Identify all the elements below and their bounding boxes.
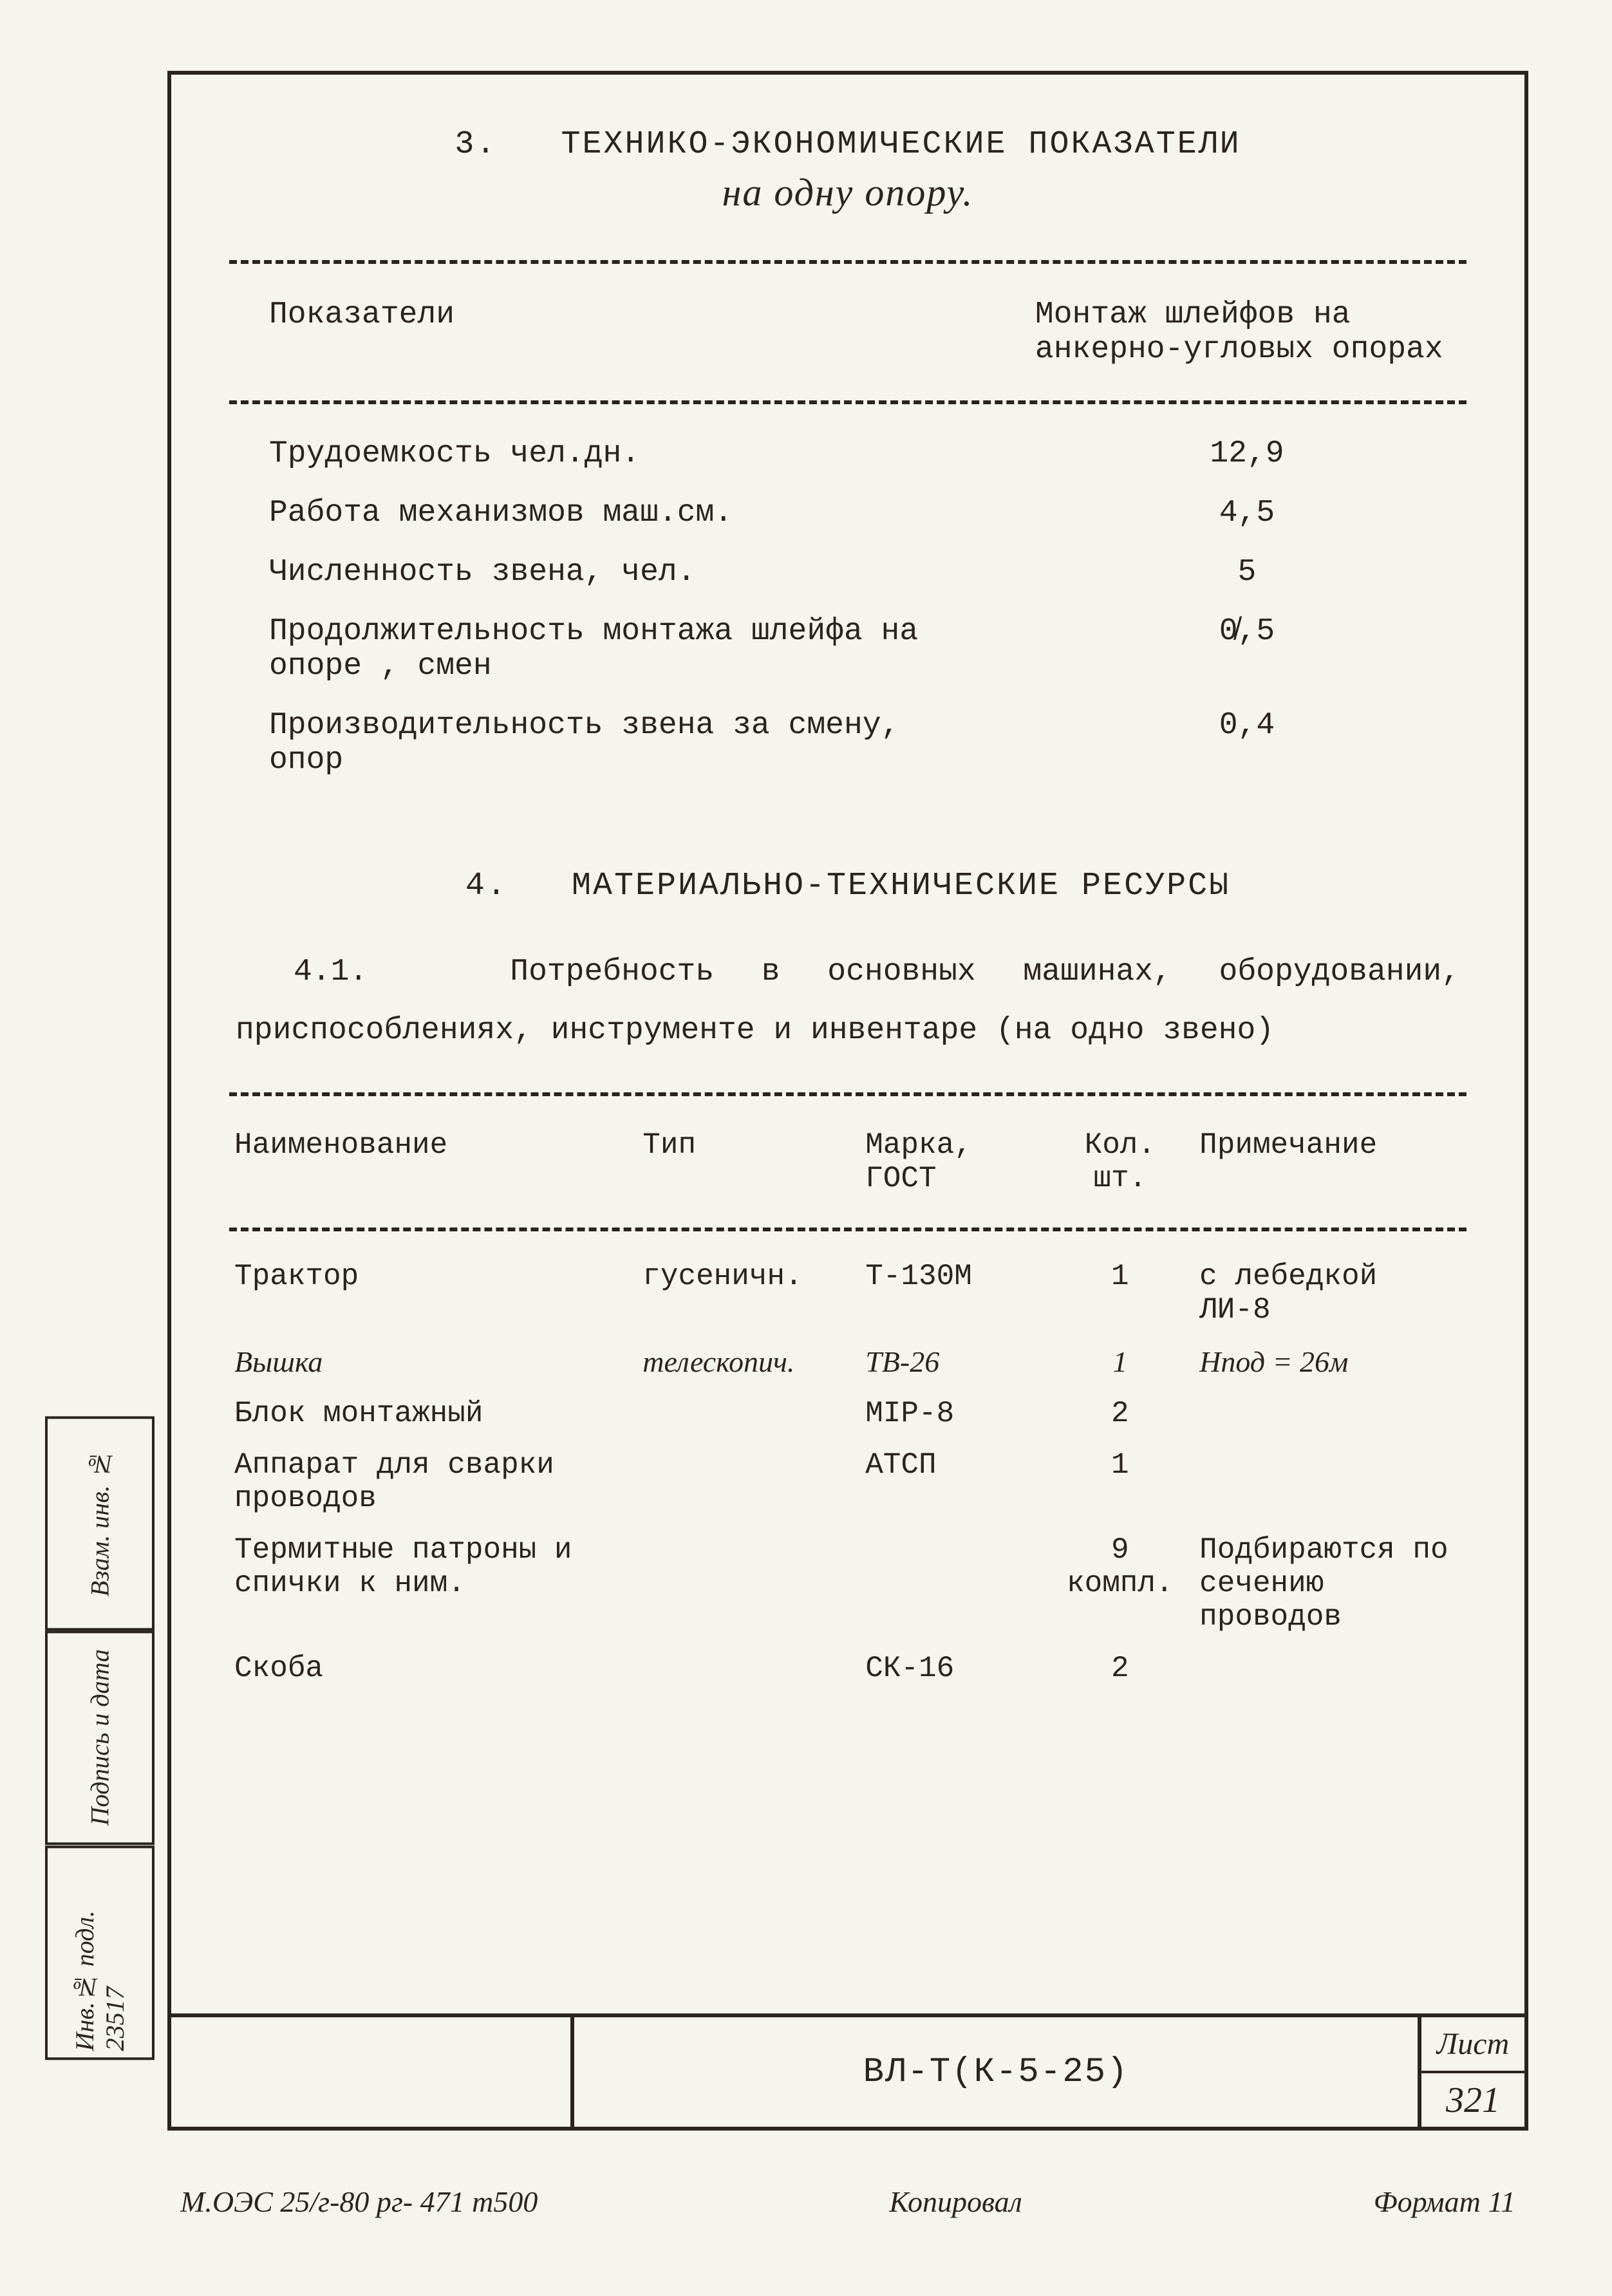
section3-number: 3. <box>455 126 497 163</box>
table-row: Работа механизмов маш.см. 4,5 <box>230 484 1465 542</box>
indicators-table-body: Трудоемкость чел.дн. 12,9 Работа механиз… <box>229 424 1467 790</box>
footer-strip: М.ОЭС 25/г-80 рг- 471 т500 Копировал Фор… <box>167 2185 1528 2219</box>
cell-value: 0,4 <box>997 696 1465 789</box>
cell: Подбираются по сечению проводов <box>1194 1524 1467 1643</box>
table-row: Блок монтажный МIР-82 <box>229 1388 1467 1439</box>
page-number: 321 <box>1421 2073 1524 2127</box>
table-row: Термитные патроны и спички к ним. 9 компл… <box>229 1524 1467 1643</box>
side-stamp-column: Инв.№ подл. 23517 Подпись и дата Взам. и… <box>45 1416 155 2060</box>
cell: 2 <box>1046 1643 1195 1694</box>
divider <box>229 1092 1467 1096</box>
cell: 1 <box>1046 1439 1195 1524</box>
divider <box>229 1227 1467 1231</box>
cell: Скоба <box>229 1643 637 1694</box>
document-code: ВЛ-Т(К-5-25) <box>574 2017 1421 2127</box>
cell: Трактор <box>229 1251 637 1336</box>
content-frame: 3. ТЕХНИКО-ЭКОНОМИЧЕСКИЕ ПОКАЗАТЕЛИ на о… <box>167 71 1528 2131</box>
cell <box>1194 1643 1467 1694</box>
table-row: Вышкателескопич.ТВ-261Нпод = 26м <box>229 1336 1467 1388</box>
th-mark: Марка, ГОСТ <box>860 1115 1045 1208</box>
section3-subtitle-hand: на одну опору. <box>229 171 1467 215</box>
cell: Т-130М <box>860 1251 1045 1336</box>
title-block-right: Лист 321 <box>1421 2017 1524 2127</box>
cell <box>1194 1439 1467 1524</box>
section4-paragraph: 4.1. Потребность в основных машинах, обо… <box>236 943 1460 1060</box>
page: Инв.№ подл. 23517 Подпись и дата Взам. и… <box>0 0 1612 2296</box>
cell: Блок монтажный <box>229 1388 637 1439</box>
table-header-row: Наименование Тип Марка, ГОСТ Кол. шт. Пр… <box>229 1115 1467 1208</box>
cell <box>637 1439 860 1524</box>
resources-table-body: Тракторгусеничн.Т-130М1с лебедкой ЛИ-8Вы… <box>229 1251 1467 1694</box>
table-header-row: Показатели Монтаж шлейфов на анкерно-угл… <box>230 285 1465 380</box>
cell: Аппарат для сварки проводов <box>229 1439 637 1524</box>
th-qty: Кол. шт. <box>1046 1115 1195 1208</box>
cell: Вышка <box>229 1336 637 1388</box>
resources-table: Наименование Тип Марка, ГОСТ Кол. шт. Пр… <box>229 1115 1467 1208</box>
cell-value: 12,9 <box>997 425 1465 483</box>
table-row: Тракторгусеничн.Т-130М1с лебедкой ЛИ-8 <box>229 1251 1467 1336</box>
table-row: Трудоемкость чел.дн. 12,9 <box>230 425 1465 483</box>
table-row: Продолжительность монтажа шлейфа на опор… <box>230 602 1465 695</box>
cell-label: Работа механизмов маш.см. <box>230 484 995 542</box>
cell: гусеничн. <box>637 1251 860 1336</box>
cell: 2 <box>1046 1388 1195 1439</box>
cell-value: 5 <box>997 543 1465 601</box>
cell-label: Производительность звена за смену, опор <box>230 696 995 789</box>
th-value: Монтаж шлейфов на анкерно-угловых опорах <box>997 285 1465 380</box>
sheet-label: Лист <box>1421 2017 1524 2073</box>
cell-value: 0̸,5 <box>997 602 1465 695</box>
cell: телескопич. <box>637 1336 860 1388</box>
footer-left: М.ОЭС 25/г-80 рг- 471 т500 <box>180 2185 538 2219</box>
section3-caption: ТЕХНИКО-ЭКОНОМИЧЕСКИЕ ПОКАЗАТЕЛИ <box>561 126 1241 163</box>
table-row: Производительность звена за смену, опор … <box>230 696 1465 789</box>
section4-number: 4. <box>465 868 508 904</box>
cell-label: Трудоемкость чел.дн. <box>230 425 995 483</box>
cell: с лебедкой ЛИ-8 <box>1194 1251 1467 1336</box>
stamp-sign-date: Подпись и дата <box>45 1630 155 1845</box>
th-type: Тип <box>637 1115 860 1208</box>
cell-label: Численность звена, чел. <box>230 543 995 601</box>
cell: ТВ-26 <box>860 1336 1045 1388</box>
section4-caption: МАТЕРИАЛЬНО-ТЕХНИЧЕСКИЕ РЕСУРСЫ <box>572 868 1230 904</box>
cell <box>637 1524 860 1643</box>
cell: АТСП <box>860 1439 1045 1524</box>
cell: МIР-8 <box>860 1388 1045 1439</box>
section4-title: 4. МАТЕРИАЛЬНО-ТЕХНИЧЕСКИЕ РЕСУРСЫ <box>229 868 1467 904</box>
cell <box>637 1643 860 1694</box>
cell: Нпод = 26м <box>1194 1336 1467 1388</box>
stamp-inv-no: Инв.№ подл. 23517 <box>45 1845 155 2060</box>
cell: 1 <box>1046 1336 1195 1388</box>
divider <box>229 400 1467 404</box>
cell-label: Продолжительность монтажа шлейфа на опор… <box>230 602 995 695</box>
indicators-table: Показатели Монтаж шлейфов на анкерно-угл… <box>229 283 1467 381</box>
cell <box>637 1388 860 1439</box>
th-note: Примечание <box>1194 1115 1467 1208</box>
para-text: Потребность в основных машинах, оборудов… <box>236 955 1460 1048</box>
cell: СК-16 <box>860 1643 1045 1694</box>
cell <box>860 1524 1045 1643</box>
cell <box>1194 1388 1467 1439</box>
footer-right: Формат 11 <box>1374 2185 1515 2219</box>
title-block-left <box>171 2017 574 2127</box>
th-indicator: Показатели <box>230 285 995 380</box>
para-number: 4.1. <box>294 955 368 989</box>
stamp-vzam-inv: Взам. инв. № <box>45 1416 155 1630</box>
th-name: Наименование <box>229 1115 637 1208</box>
table-row: Аппарат для сварки проводов АТСП1 <box>229 1439 1467 1524</box>
divider <box>229 260 1467 264</box>
table-row: Численность звена, чел. 5 <box>230 543 1465 601</box>
footer-mid: Копировал <box>889 2185 1022 2219</box>
title-block: ВЛ-Т(К-5-25) Лист 321 <box>171 2013 1524 2127</box>
cell: Термитные патроны и спички к ним. <box>229 1524 637 1643</box>
cell: 9 компл. <box>1046 1524 1195 1643</box>
section3-title: 3. ТЕХНИКО-ЭКОНОМИЧЕСКИЕ ПОКАЗАТЕЛИ <box>229 126 1467 163</box>
cell-value: 4,5 <box>997 484 1465 542</box>
table-row: Скоба СК-162 <box>229 1643 1467 1694</box>
cell: 1 <box>1046 1251 1195 1336</box>
